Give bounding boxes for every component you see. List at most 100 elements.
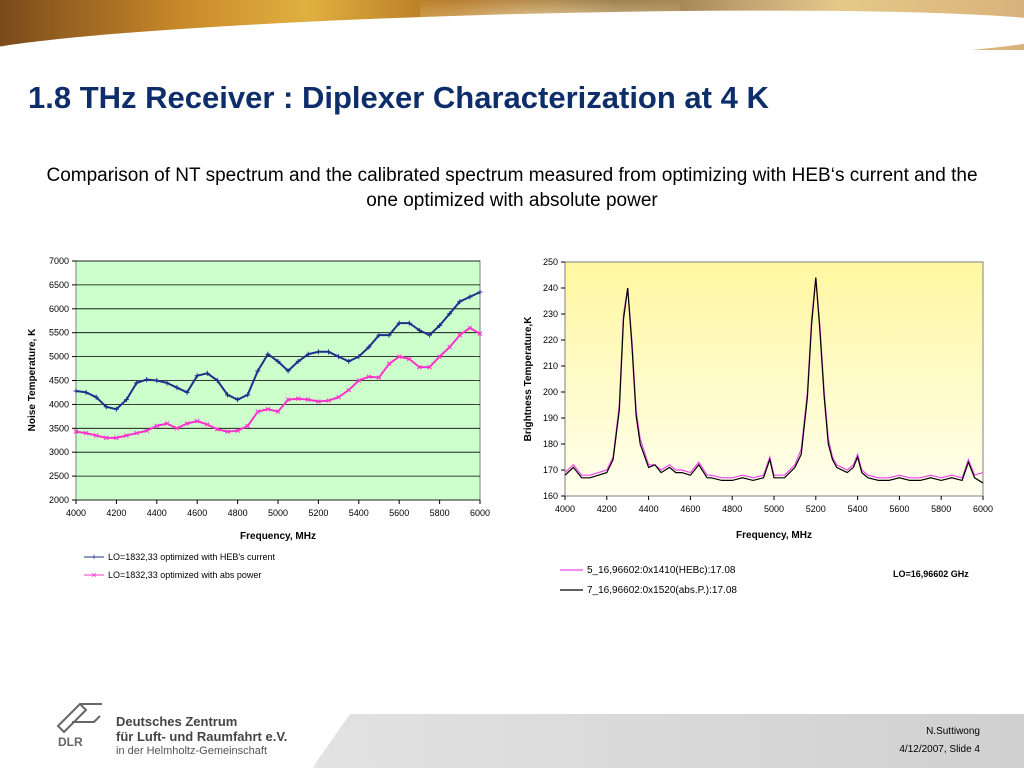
chart1-y-tick-label: 3000 bbox=[49, 447, 69, 457]
chart1-series-1-point bbox=[93, 394, 99, 400]
chart1-series-1-point bbox=[154, 378, 160, 383]
chart1-series-2-point bbox=[144, 428, 150, 434]
chart1-legend-series-1: LO=1832,33 optimized with HEB's current bbox=[108, 552, 276, 562]
chart1-series-1-point bbox=[235, 397, 241, 403]
chart1-series-2-point bbox=[134, 430, 139, 436]
chart1-series-2-point bbox=[396, 354, 402, 359]
chart1-x-tick-label: 5800 bbox=[430, 508, 450, 518]
chart2-y-tick-label: 230 bbox=[543, 309, 558, 319]
chart2-y-axis-label: Brightness Temperature,K bbox=[523, 316, 534, 442]
chart1-x-tick-label: 5200 bbox=[308, 508, 328, 518]
chart1-series-2-point bbox=[255, 409, 261, 414]
chart1-x-tick-label: 5600 bbox=[389, 508, 409, 518]
chart1-series-1-point bbox=[477, 289, 483, 295]
chart1-series-1-point bbox=[265, 351, 271, 357]
chart2-y-tick-label: 180 bbox=[543, 439, 558, 449]
chart1-series-2-point bbox=[194, 418, 200, 424]
chart1-x-tick-label: 5000 bbox=[268, 508, 288, 518]
svg-text:×: × bbox=[91, 570, 96, 580]
chart1-legend: + LO=1832,33 optimized with HEB's curren… bbox=[84, 552, 276, 580]
chart2-x-tick-label: 5600 bbox=[889, 504, 909, 514]
chart1-series-1-point bbox=[285, 368, 291, 374]
chart2-x-tick-label: 5200 bbox=[806, 504, 826, 514]
chart1-series-2-point bbox=[417, 364, 422, 370]
chart2-x-tick-label: 4000 bbox=[555, 504, 575, 514]
chart1-x-axis-label: Frequency, MHz bbox=[240, 531, 316, 542]
org-line-2: für Luft- und Raumfahrt e.V. bbox=[116, 729, 288, 744]
chart1-series-1-point bbox=[447, 311, 453, 317]
chart2-legend-series-1: 5_16,96602:0x1410(HEBc):17.08 bbox=[587, 565, 736, 576]
chart1-series-2-point bbox=[235, 428, 240, 434]
chart1-series-1-point bbox=[336, 354, 342, 360]
chart2-x-tick-label: 6000 bbox=[973, 504, 993, 514]
chart1-series-1-point bbox=[346, 358, 352, 364]
chart1-series-2-point bbox=[305, 397, 311, 402]
slide-subtitle: Comparison of NT spectrum and the calibr… bbox=[46, 165, 978, 211]
chart1-series-2-point bbox=[316, 399, 321, 404]
dlr-logo-icon: DLR bbox=[56, 702, 102, 749]
chart1-series-2-point bbox=[184, 421, 190, 426]
chart1-series-2-point bbox=[275, 409, 281, 414]
chart1-series-1-point bbox=[103, 404, 109, 410]
slide-info: 4/12/2007, Slide 4 bbox=[899, 744, 980, 755]
chart1-x-tick-label: 4600 bbox=[187, 508, 207, 518]
chart1-y-tick-label: 5000 bbox=[49, 352, 69, 362]
chart1-series-1-point bbox=[124, 397, 129, 403]
chart1-series-1-point bbox=[225, 392, 230, 398]
dlr-logo-text: DLR bbox=[58, 735, 83, 749]
chart1-series-2-point bbox=[346, 387, 352, 393]
chart1-series-2-point bbox=[245, 423, 251, 429]
chart1-series-1-point bbox=[83, 389, 89, 395]
chart1-plot-area bbox=[75, 260, 481, 501]
chart1-series-1-point bbox=[214, 378, 220, 383]
header-banner bbox=[0, 0, 1024, 50]
chart1-series-1-point bbox=[164, 380, 170, 386]
chart2-y-tick-label: 190 bbox=[543, 413, 558, 423]
chart1-series-1-point bbox=[204, 370, 210, 376]
chart1-series-1-point bbox=[396, 320, 402, 326]
chart1-y-tick-label: 7000 bbox=[49, 256, 69, 266]
chart1-y-tick-label: 4000 bbox=[49, 399, 69, 409]
chart1-series-2-point bbox=[295, 396, 301, 402]
chart2-x-tick-label: 4200 bbox=[597, 504, 617, 514]
chart1-series-2-point bbox=[406, 356, 412, 362]
chart1-series-2-point bbox=[154, 423, 160, 429]
chart1-series-1-point bbox=[416, 327, 422, 333]
chart1-series-1-point bbox=[467, 294, 473, 300]
chart2-x-tick-label: 5800 bbox=[931, 504, 951, 514]
chart2-series-1-line bbox=[564, 277, 984, 479]
chart2-y-tick-label: 170 bbox=[543, 465, 558, 475]
chart2-y-tick-label: 220 bbox=[543, 335, 558, 345]
chart2-x-tick-label: 4400 bbox=[639, 504, 659, 514]
chart1-series-2-point bbox=[225, 429, 230, 434]
chart1-series-1-point bbox=[245, 392, 251, 398]
chart1-series-2-point bbox=[204, 422, 210, 427]
chart1-x-tick-label: 4200 bbox=[106, 508, 126, 518]
org-name: Deutsches Zentrum für Luft- und Raumfahr… bbox=[116, 714, 287, 759]
chart1-series-2-point bbox=[366, 374, 372, 380]
chart1-x-tick-label: 6000 bbox=[470, 508, 490, 518]
chart1-series-1-point bbox=[427, 332, 432, 338]
chart2-x-tick-label: 4800 bbox=[722, 504, 742, 514]
chart2-x-tick-label: 5400 bbox=[848, 504, 868, 514]
chart1-series-1-point bbox=[275, 358, 281, 364]
chart1-series-2-point bbox=[93, 433, 99, 438]
chart1-series-2-point bbox=[356, 378, 362, 383]
chart2-y-tick-label: 250 bbox=[543, 257, 558, 267]
chart1-series-1-point bbox=[194, 373, 200, 379]
chart1-series-1-point bbox=[255, 368, 261, 374]
chart1-series-2-point bbox=[427, 364, 432, 370]
chart1-y-tick-label: 2500 bbox=[49, 471, 69, 481]
chart2-x-tick-label: 4600 bbox=[680, 504, 700, 514]
chart1-series-1-point bbox=[315, 349, 321, 355]
chart2-legend-series-2: 7_16,96602:0x1520(abs.P.):17.08 bbox=[587, 585, 737, 596]
chart1-series-2-point bbox=[114, 435, 119, 441]
chart1-series-2-point bbox=[447, 344, 453, 350]
slide-title: 1.8 THz Receiver : Diplexer Characteriza… bbox=[28, 80, 769, 115]
chart1-series-2-point bbox=[285, 397, 291, 402]
chart1-series-2-point bbox=[457, 332, 463, 338]
chart1-series-1-point bbox=[295, 358, 301, 364]
chart1-series-2-point bbox=[83, 430, 89, 436]
author: N.Suttiwong bbox=[926, 726, 980, 737]
chart1-series-1-point bbox=[144, 377, 150, 383]
